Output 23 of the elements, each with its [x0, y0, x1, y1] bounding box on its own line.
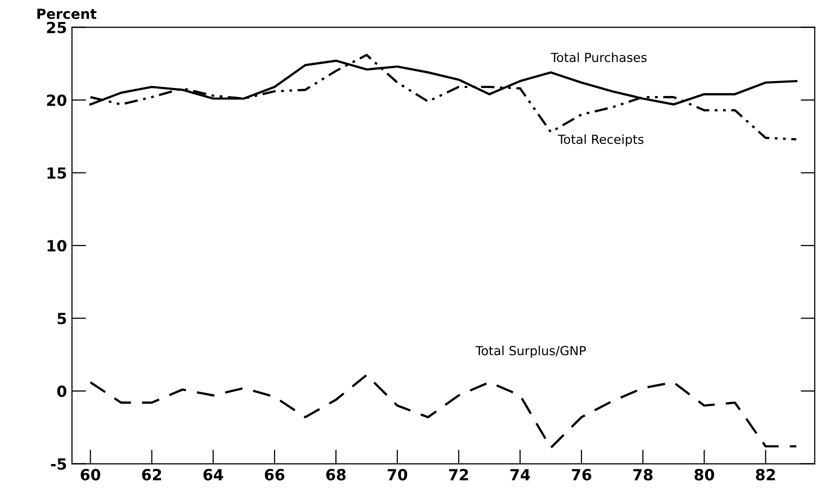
x-tick-label: 64 [203, 468, 224, 480]
series-label: Total Receipts [558, 134, 644, 146]
x-tick-label: 66 [264, 468, 284, 480]
x-tick-label: 74 [510, 469, 530, 480]
y-axis-title: Percent [37, 8, 96, 20]
y-tick-label: -5 [50, 458, 66, 470]
x-tick-label: 80 [694, 468, 714, 480]
series-label: Total Purchases [550, 52, 647, 62]
y-tick-label: 25 [47, 22, 66, 34]
x-tick-label: 70 [388, 468, 408, 480]
y-tick-label: 15 [48, 167, 66, 179]
y-tick-label: 10 [48, 240, 66, 252]
x-tick-label: 68 [326, 468, 346, 480]
x-tick-label: 72 [449, 468, 468, 480]
x-tick-label: 76 [572, 468, 592, 480]
y-tick-label: 5 [58, 312, 66, 324]
x-tick-label: 62 [142, 468, 162, 480]
x-tick-label: 78 [633, 468, 653, 480]
x-tick-label: 82 [756, 468, 775, 480]
y-tick-label: 20 [47, 94, 66, 106]
x-tick-label: 60 [80, 468, 100, 480]
y-tick-label: 0 [57, 385, 66, 398]
text: Total Surplus/GNP [475, 346, 586, 358]
